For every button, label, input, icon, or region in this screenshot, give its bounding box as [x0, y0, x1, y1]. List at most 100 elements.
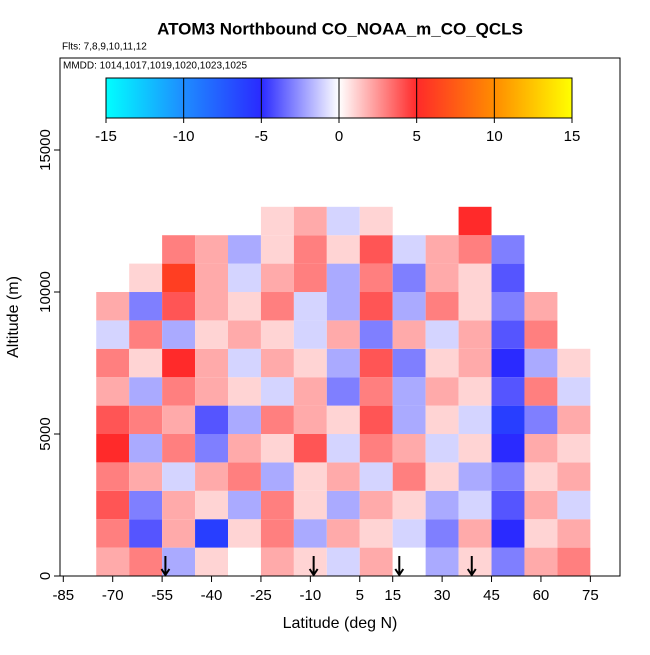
heat-cell — [162, 292, 196, 321]
y-tick-label: 10000 — [37, 271, 54, 313]
heat-cell — [129, 263, 163, 293]
heat-cell — [392, 320, 426, 349]
heat-cell — [162, 462, 196, 491]
heat-cell — [359, 547, 393, 576]
heat-cell — [491, 434, 525, 463]
heat-cell — [326, 206, 360, 236]
heat-cell — [491, 490, 525, 520]
heat-cell — [326, 235, 360, 264]
heat-cell — [557, 434, 591, 463]
heat-cell — [195, 320, 228, 349]
heat-cell — [228, 320, 261, 349]
heat-cell — [359, 206, 393, 236]
heat-cell — [425, 348, 459, 378]
heat-cell — [195, 519, 228, 548]
heat-cell — [293, 206, 327, 236]
heat-cell — [326, 405, 360, 435]
heat-cell — [491, 263, 525, 293]
heat-cell — [96, 462, 130, 491]
heat-cell — [359, 405, 393, 435]
x-tick-label: -25 — [250, 587, 272, 604]
heat-cell — [392, 348, 426, 378]
heat-cell — [359, 377, 393, 406]
heat-cell — [129, 377, 163, 406]
heat-cell — [458, 320, 492, 349]
heat-cell — [359, 434, 393, 463]
heat-cell — [524, 405, 558, 435]
heat-cell — [260, 547, 294, 576]
heat-cell — [425, 320, 459, 349]
heat-cell — [293, 377, 327, 406]
heat-cell — [524, 490, 558, 520]
heat-cell — [228, 263, 261, 293]
heat-cell — [228, 547, 261, 576]
x-tick-label: 5 — [356, 587, 364, 604]
heat-cell — [425, 263, 459, 293]
heat-cell — [359, 462, 393, 491]
subtitle: Flts: 7,8,9,10,11,12 — [62, 42, 147, 53]
heat-cell — [425, 405, 459, 435]
heat-cell — [425, 292, 459, 321]
heat-cell — [162, 405, 196, 435]
heat-cell — [293, 405, 327, 435]
heat-cell — [491, 377, 525, 406]
heat-cell — [425, 490, 459, 520]
heat-cell — [458, 206, 492, 236]
heat-cell — [491, 292, 525, 321]
heat-cell — [195, 405, 228, 435]
heat-cell — [557, 490, 591, 520]
heat-cell — [425, 434, 459, 463]
x-tick-label: -40 — [201, 587, 223, 604]
heat-cell — [491, 320, 525, 349]
heat-cell — [293, 263, 327, 293]
heat-cell — [228, 235, 261, 264]
colorbar-tick-label: -10 — [173, 128, 195, 145]
y-axis-label: Altitude (m) — [5, 276, 22, 358]
heat-cell — [392, 405, 426, 435]
heat-cell — [359, 519, 393, 548]
heat-cell — [326, 434, 360, 463]
heat-cell — [326, 320, 360, 349]
heat-cell — [260, 490, 294, 520]
heat-cell — [162, 490, 196, 520]
heat-cell — [260, 263, 294, 293]
heat-cell — [195, 547, 228, 576]
heat-cell — [129, 462, 163, 491]
heat-cell — [228, 519, 261, 548]
heat-cell — [491, 405, 525, 435]
heat-cell — [228, 292, 261, 321]
heat-cell — [195, 377, 228, 406]
heat-cell — [557, 377, 591, 406]
heat-cell — [129, 547, 163, 576]
heat-cell — [458, 462, 492, 491]
heat-cell — [326, 263, 360, 293]
flight-arrow — [160, 556, 171, 577]
heat-cell — [491, 547, 525, 576]
heat-cell — [293, 292, 327, 321]
heat-cell — [195, 434, 228, 463]
heat-cell — [458, 434, 492, 463]
heat-cell — [162, 519, 196, 548]
heat-cell — [326, 547, 360, 576]
colorbar-tick-label: 0 — [335, 128, 343, 145]
heat-cell — [96, 519, 130, 548]
heat-cell — [260, 405, 294, 435]
heat-cell — [129, 490, 163, 520]
heat-cell — [359, 292, 393, 321]
colorbar-tick-label: -5 — [255, 128, 268, 145]
heat-cell — [425, 547, 459, 576]
heat-cell — [425, 519, 459, 548]
heat-cell — [162, 263, 196, 293]
heat-cell — [458, 292, 492, 321]
flight-arrow — [394, 556, 405, 577]
annotation: MMDD: 1014,1017,1019,1020,1023,1025 — [63, 61, 247, 72]
flight-arrow — [308, 556, 319, 577]
heat-cell — [260, 434, 294, 463]
heat-cell — [557, 519, 591, 548]
heat-cell — [260, 462, 294, 491]
heat-cell — [557, 547, 591, 576]
heat-cell — [425, 377, 459, 406]
heat-cell — [359, 348, 393, 378]
